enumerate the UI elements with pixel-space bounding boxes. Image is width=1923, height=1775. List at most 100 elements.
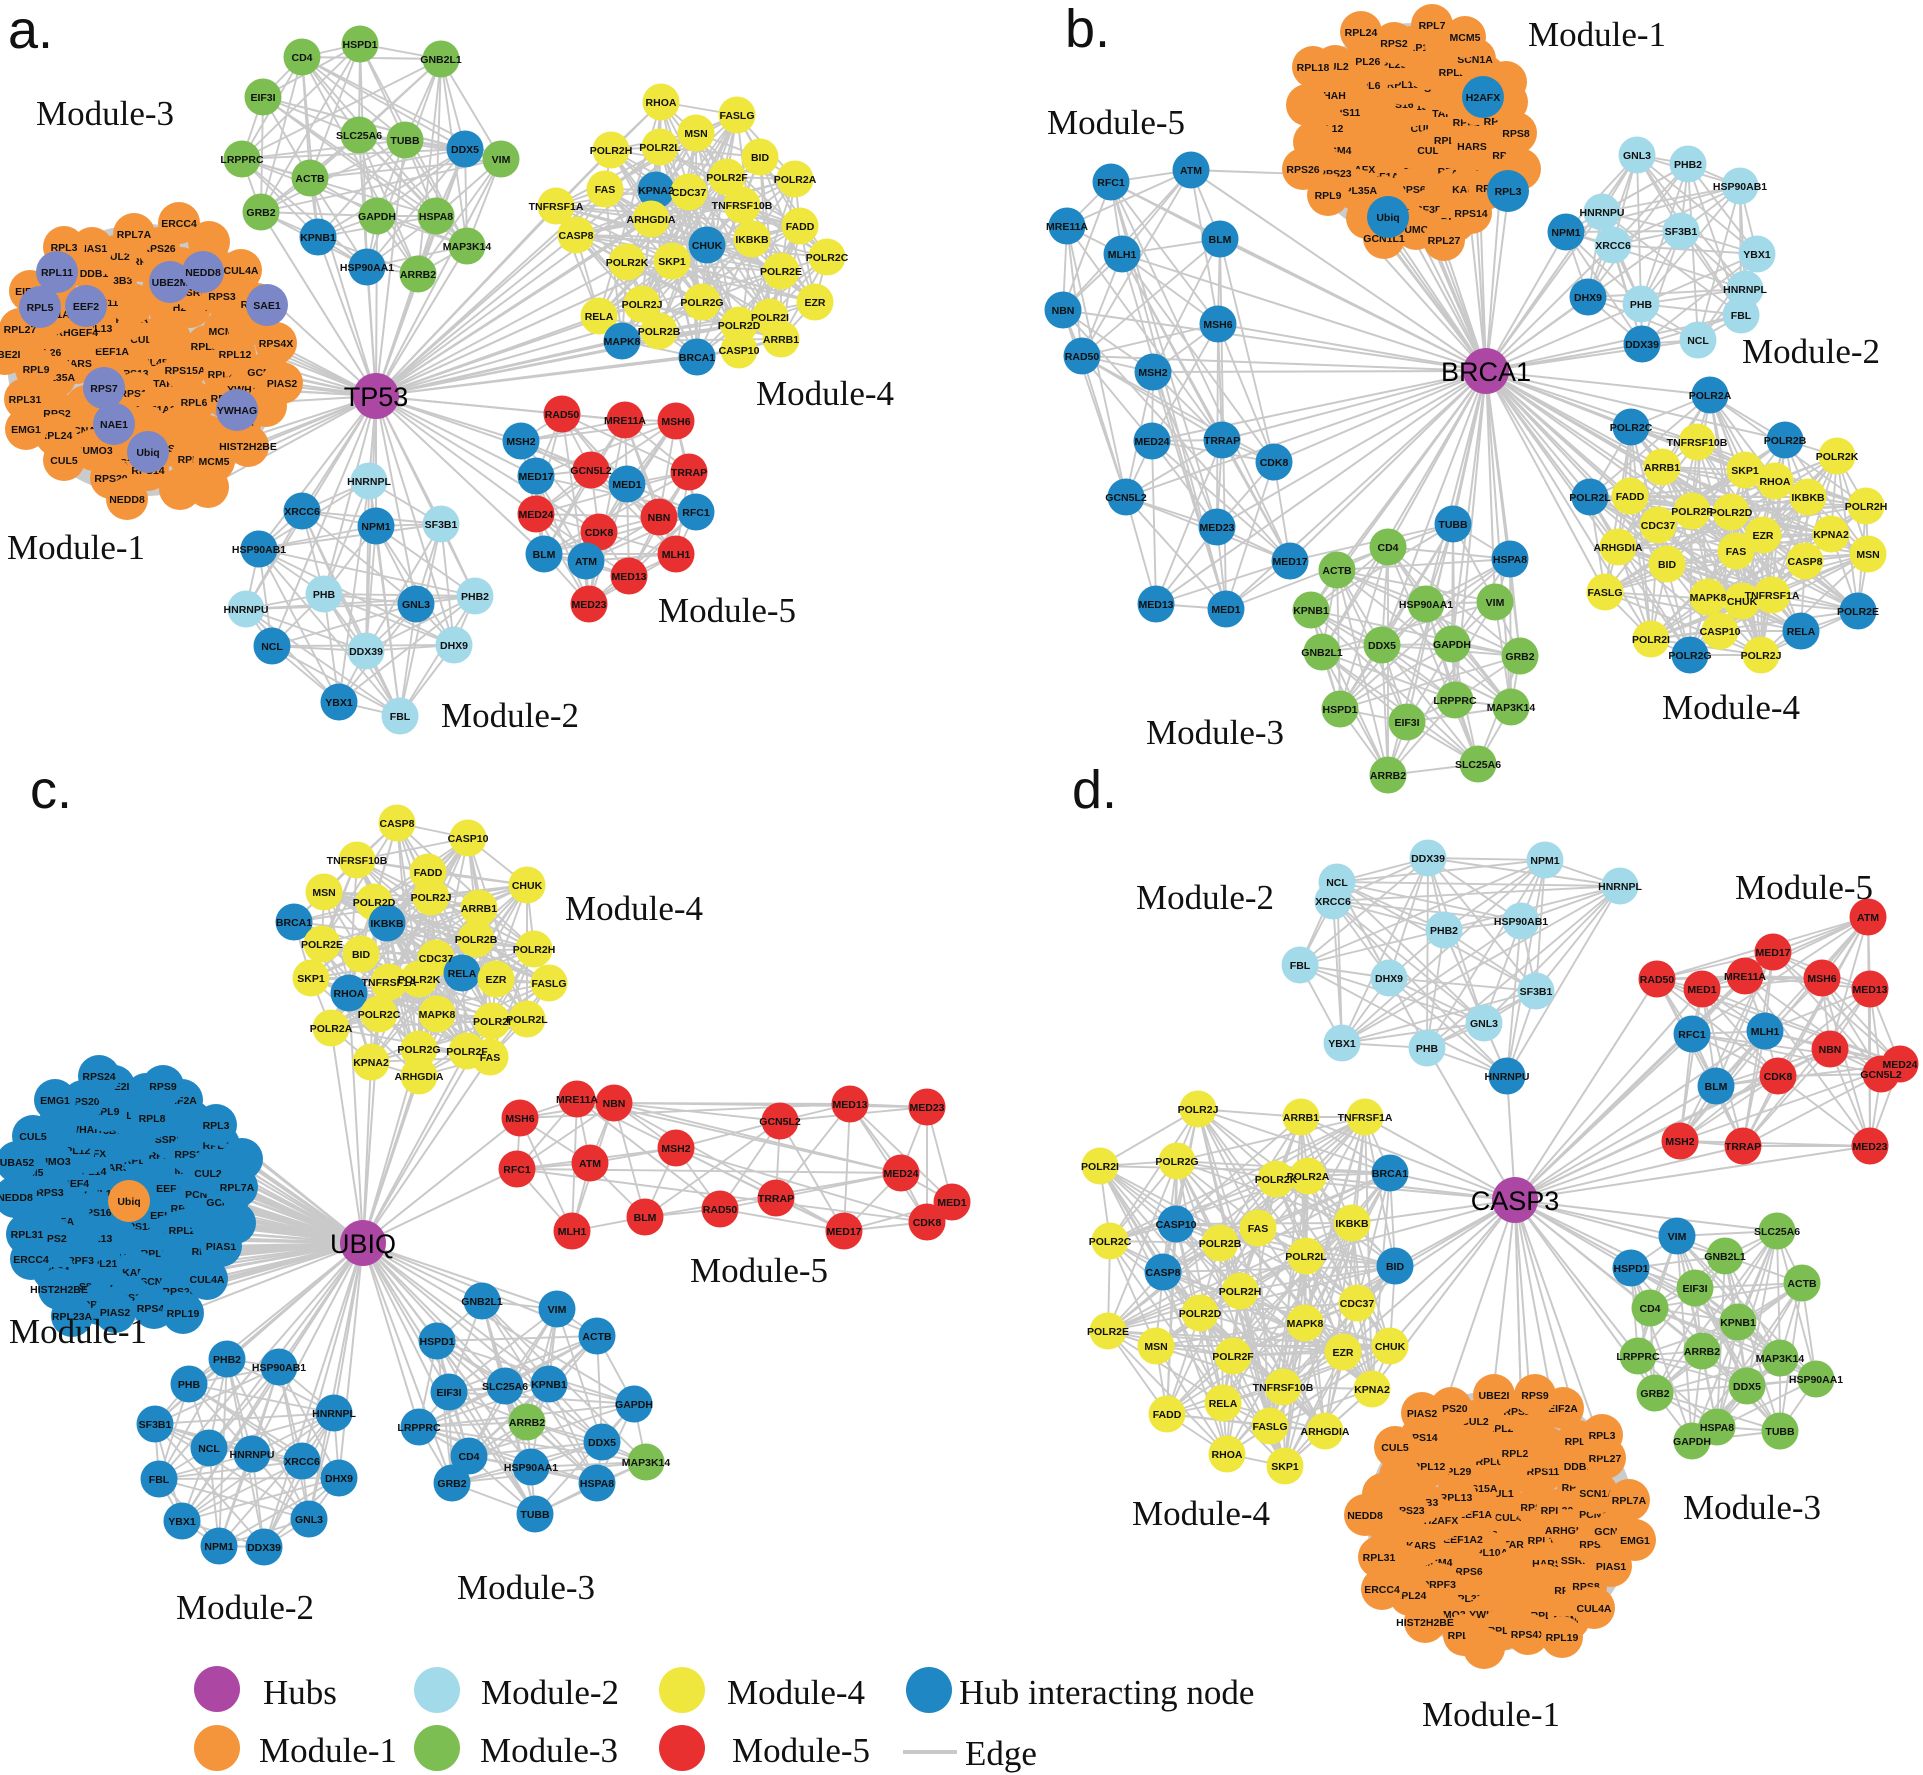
svg-text:VIM: VIM xyxy=(1486,597,1505,609)
svg-text:TRRAP: TRRAP xyxy=(1204,435,1240,447)
svg-text:HIST2H2BE: HIST2H2BE xyxy=(219,441,277,453)
svg-text:MSH6: MSH6 xyxy=(661,416,690,428)
svg-text:MLH1: MLH1 xyxy=(1751,1026,1780,1038)
svg-text:MAPK8: MAPK8 xyxy=(1690,592,1727,604)
svg-text:HNRNPU: HNRNPU xyxy=(1580,207,1625,219)
svg-text:CUL4A: CUL4A xyxy=(189,1274,224,1286)
svg-text:TNFRSF10B: TNFRSF10B xyxy=(327,855,388,867)
svg-text:BRCA1: BRCA1 xyxy=(1372,1168,1408,1180)
svg-text:CDK8: CDK8 xyxy=(1764,1071,1793,1083)
svg-text:POLR2C: POLR2C xyxy=(1089,1236,1132,1248)
svg-text:MED1: MED1 xyxy=(1211,604,1240,616)
svg-text:HNRNPU: HNRNPU xyxy=(224,604,269,616)
svg-text:FADD: FADD xyxy=(414,867,443,879)
svg-text:POLR2J: POLR2J xyxy=(622,299,663,311)
svg-text:CHUK: CHUK xyxy=(1727,596,1758,608)
svg-text:HSPD1: HSPD1 xyxy=(1613,1263,1648,1275)
svg-text:MED23: MED23 xyxy=(909,1102,944,1114)
svg-text:ACTB: ACTB xyxy=(1322,565,1352,577)
svg-text:MED1: MED1 xyxy=(937,1197,966,1209)
svg-text:GCN5L2: GCN5L2 xyxy=(1860,1069,1902,1081)
svg-text:CUL4A: CUL4A xyxy=(223,265,258,277)
svg-text:ARHGDIA: ARHGDIA xyxy=(627,214,676,226)
svg-text:POLR2L: POLR2L xyxy=(1285,1251,1327,1263)
svg-text:ACTB: ACTB xyxy=(582,1331,612,1343)
svg-text:FBL: FBL xyxy=(390,711,411,723)
svg-text:SF3B1: SF3B1 xyxy=(139,1419,172,1431)
svg-text:EZR: EZR xyxy=(1753,530,1774,542)
svg-text:FAS: FAS xyxy=(1726,546,1746,558)
svg-text:FAS: FAS xyxy=(480,1052,500,1064)
svg-text:TUBB: TUBB xyxy=(520,1509,550,1521)
svg-text:RPL12: RPL12 xyxy=(219,349,252,361)
svg-text:CASP3: CASP3 xyxy=(1471,1186,1560,1216)
svg-text:HNRNPU: HNRNPU xyxy=(230,1449,275,1461)
svg-text:PHB: PHB xyxy=(1630,299,1653,311)
svg-text:MED24: MED24 xyxy=(1882,1059,1917,1071)
svg-text:MED23: MED23 xyxy=(1199,522,1234,534)
svg-text:GNB2L1: GNB2L1 xyxy=(1704,1251,1746,1263)
svg-text:Ubiq: Ubiq xyxy=(117,1196,140,1208)
svg-text:CUL4A: CUL4A xyxy=(1576,1603,1611,1615)
svg-text:Module-3: Module-3 xyxy=(1683,1488,1821,1527)
svg-text:MAPK8: MAPK8 xyxy=(419,1009,456,1021)
svg-text:RFC1: RFC1 xyxy=(682,507,710,519)
svg-text:ATM: ATM xyxy=(1180,165,1202,177)
svg-text:RPL27: RPL27 xyxy=(4,324,37,336)
svg-text:RPL27: RPL27 xyxy=(1589,1453,1622,1465)
svg-text:POLR2C: POLR2C xyxy=(358,1009,401,1021)
svg-text:BRCA1: BRCA1 xyxy=(276,917,312,929)
svg-text:HSPA8: HSPA8 xyxy=(580,1478,614,1490)
svg-text:CDK8: CDK8 xyxy=(585,527,614,539)
svg-text:RELA: RELA xyxy=(1209,1398,1238,1410)
svg-text:MSH2: MSH2 xyxy=(661,1143,690,1155)
svg-text:GNB2L1: GNB2L1 xyxy=(1301,647,1343,659)
svg-text:RPL12: RPL12 xyxy=(1413,1461,1446,1473)
svg-text:NPM1: NPM1 xyxy=(1530,855,1559,867)
svg-text:SKP1: SKP1 xyxy=(297,973,325,985)
svg-text:MED17: MED17 xyxy=(518,471,553,483)
svg-text:CASP10: CASP10 xyxy=(1156,1219,1197,1231)
svg-text:NBN: NBN xyxy=(1052,305,1075,317)
svg-text:MED17: MED17 xyxy=(1272,556,1307,568)
svg-text:TRRAP: TRRAP xyxy=(1725,1141,1761,1153)
svg-text:ARHGDIA: ARHGDIA xyxy=(1301,1426,1350,1438)
svg-text:Module-2: Module-2 xyxy=(481,1673,619,1712)
svg-text:KPNB1: KPNB1 xyxy=(531,1379,567,1391)
svg-text:POLR2A: POLR2A xyxy=(1689,390,1732,402)
svg-text:MLH1: MLH1 xyxy=(1108,249,1137,261)
svg-text:MED13: MED13 xyxy=(1852,984,1887,996)
svg-text:POLR2E: POLR2E xyxy=(1837,606,1879,618)
svg-text:POLR2L: POLR2L xyxy=(506,1014,548,1026)
svg-text:GCN5L2: GCN5L2 xyxy=(759,1116,801,1128)
svg-text:SF3B1: SF3B1 xyxy=(425,519,458,531)
svg-text:POLR2D: POLR2D xyxy=(1179,1308,1222,1320)
svg-text:KPNB1: KPNB1 xyxy=(1293,605,1329,617)
svg-text:Module-2: Module-2 xyxy=(176,1588,314,1627)
svg-text:RPL31: RPL31 xyxy=(11,1229,44,1241)
svg-text:POLR2D: POLR2D xyxy=(1710,507,1753,519)
svg-text:NPM1: NPM1 xyxy=(204,1541,233,1553)
svg-text:YWHAG: YWHAG xyxy=(217,405,257,417)
svg-text:RPL5: RPL5 xyxy=(27,302,54,314)
svg-text:POLR2J: POLR2J xyxy=(1741,650,1782,662)
svg-text:RPS3: RPS3 xyxy=(208,291,236,303)
svg-text:DDX5: DDX5 xyxy=(1368,640,1396,652)
svg-text:Module-1: Module-1 xyxy=(9,1312,147,1351)
svg-text:MED13: MED13 xyxy=(611,571,646,583)
svg-text:GNL3: GNL3 xyxy=(1470,1018,1498,1030)
svg-text:NBN: NBN xyxy=(603,1098,626,1110)
svg-text:RHOA: RHOA xyxy=(1212,1449,1243,1461)
svg-text:EMG1: EMG1 xyxy=(11,424,41,436)
svg-text:EIF3I: EIF3I xyxy=(1394,717,1419,729)
svg-text:RPL31: RPL31 xyxy=(1363,1552,1396,1564)
svg-text:POLR2B: POLR2B xyxy=(1764,435,1807,447)
svg-text:EMG1: EMG1 xyxy=(40,1095,70,1107)
svg-text:XRCC6: XRCC6 xyxy=(1595,240,1631,252)
svg-text:SF3B1: SF3B1 xyxy=(1665,226,1698,238)
svg-text:RPL18: RPL18 xyxy=(1297,62,1330,74)
svg-text:CHUK: CHUK xyxy=(512,880,543,892)
svg-text:NEDD8: NEDD8 xyxy=(1347,1510,1383,1522)
svg-text:GNL3: GNL3 xyxy=(295,1514,323,1526)
svg-text:MCM5: MCM5 xyxy=(199,456,230,468)
